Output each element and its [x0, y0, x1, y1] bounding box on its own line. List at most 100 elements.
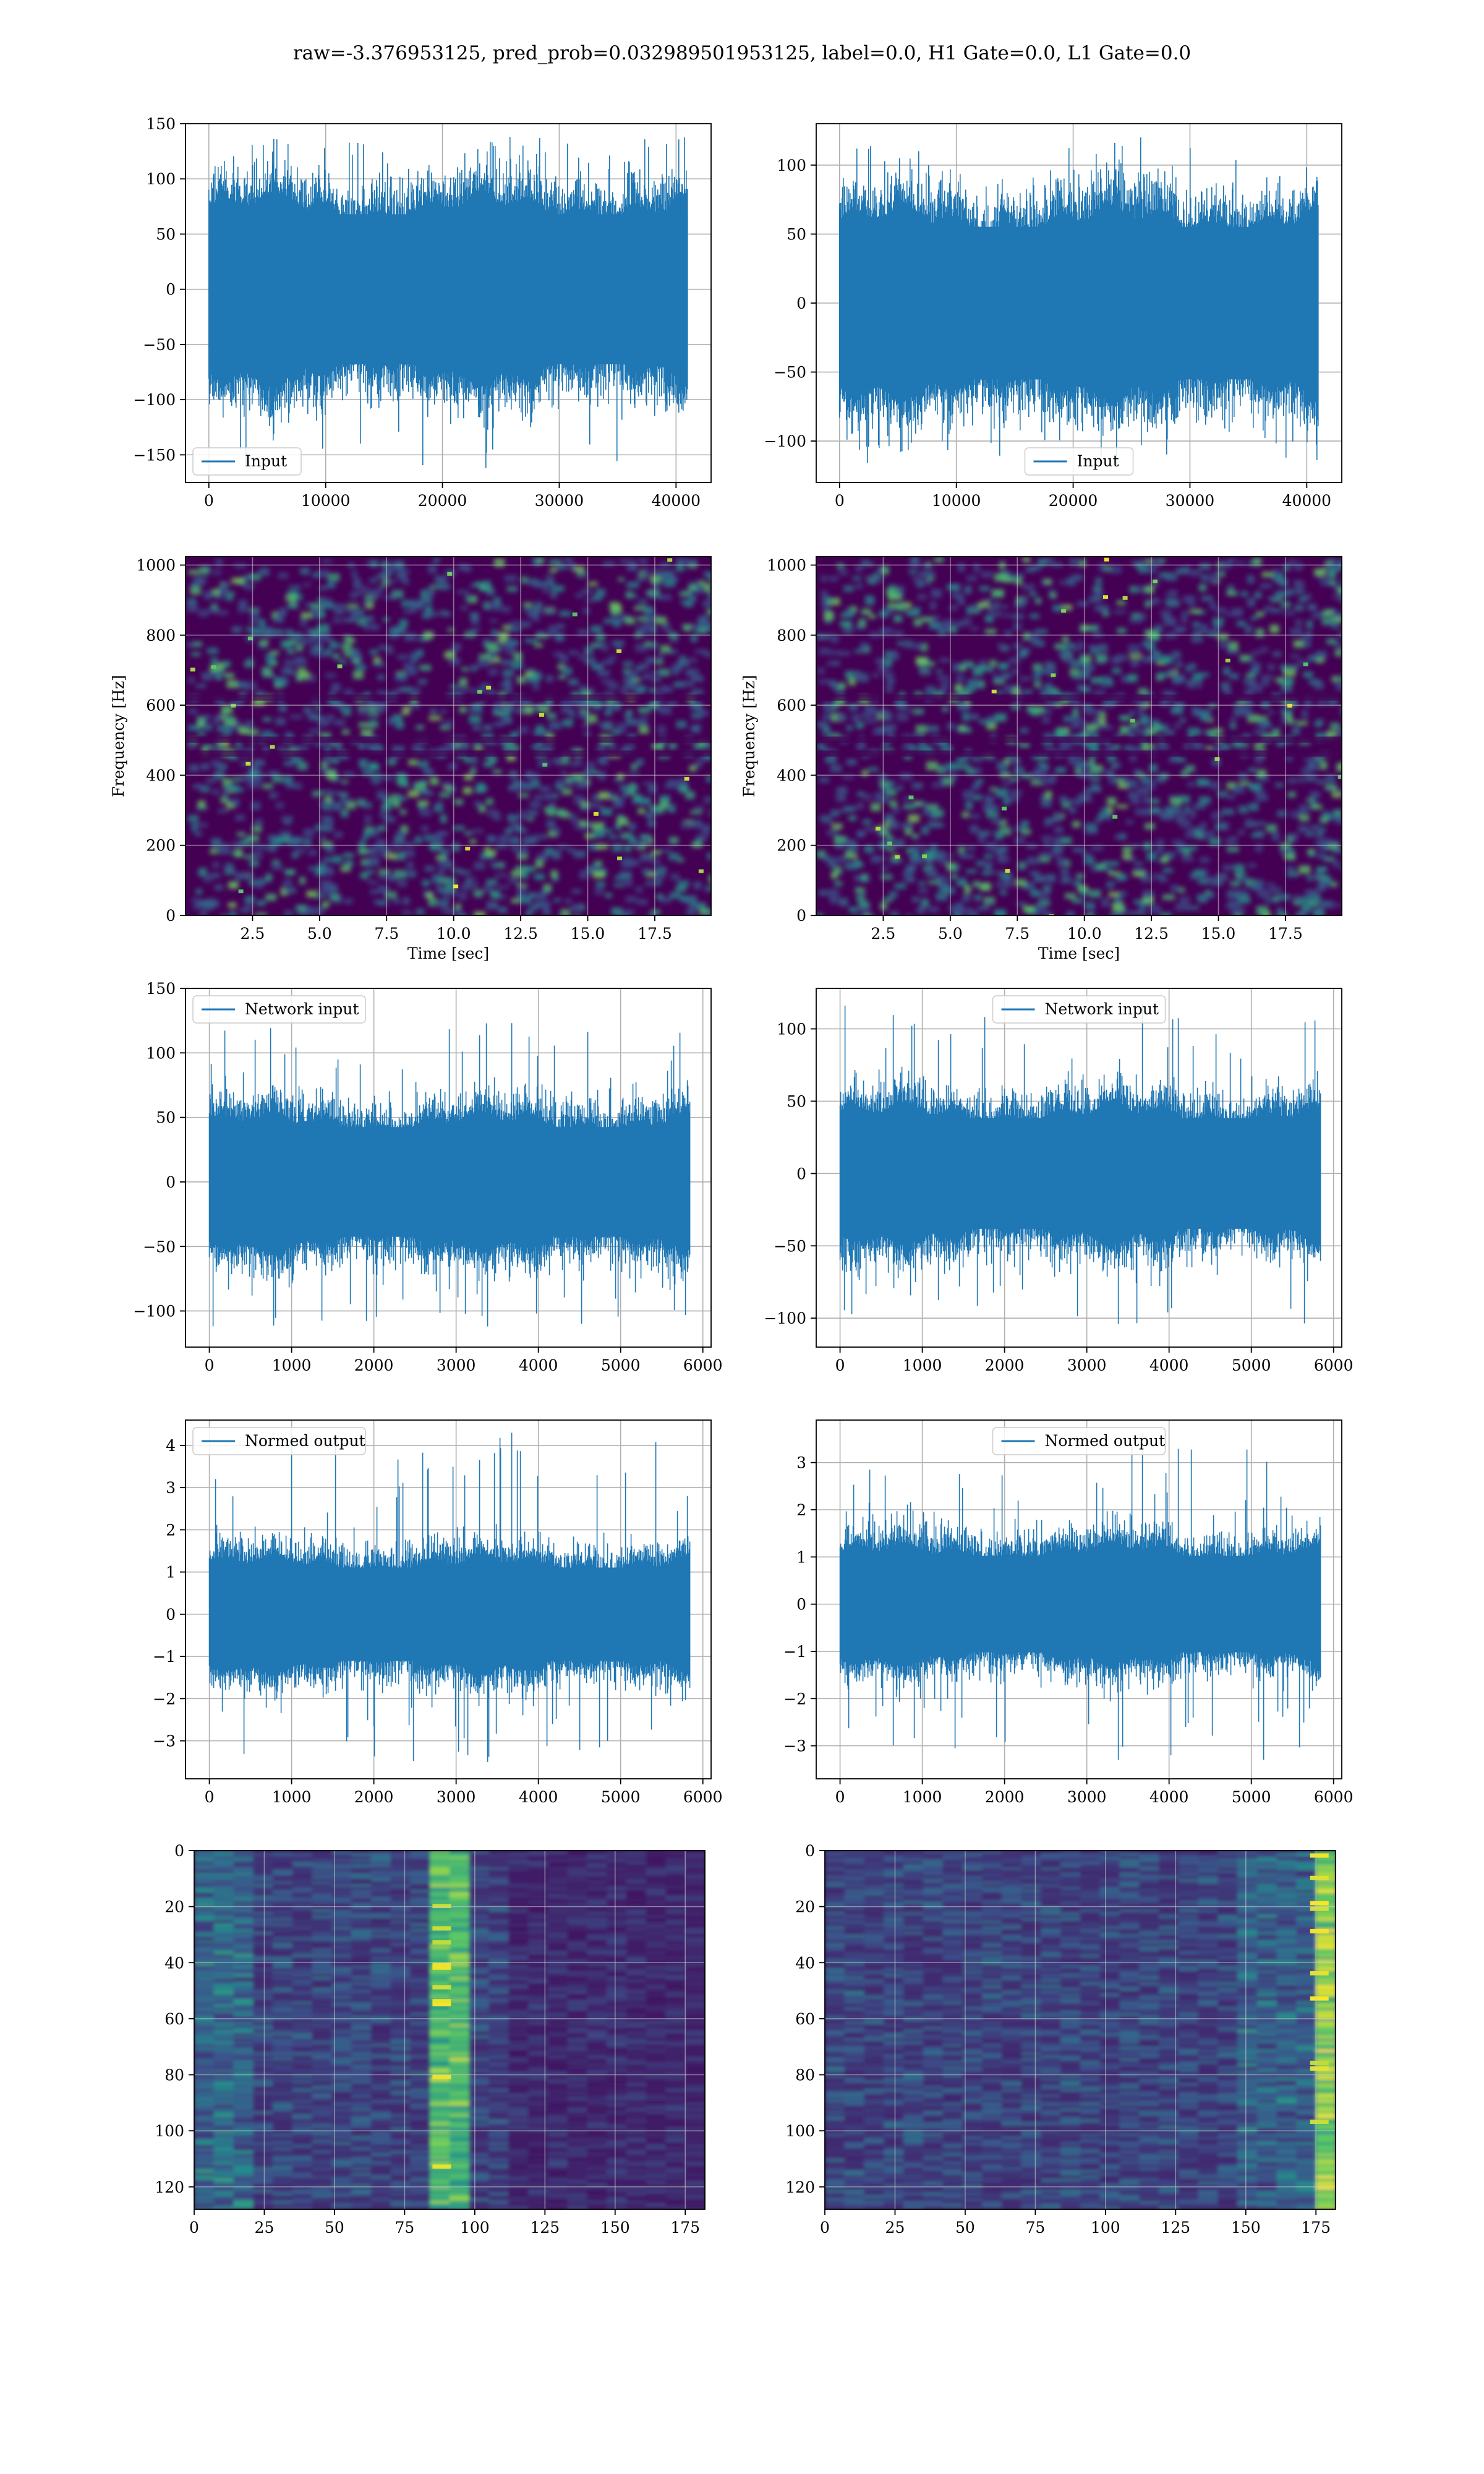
plot-area [825, 1851, 1336, 2209]
y-tick-label: 40 [795, 1954, 815, 1972]
x-tick-label: 50 [955, 2219, 975, 2236]
legend-label: Normed output [245, 1432, 365, 1450]
y-tick-label: 1000 [767, 557, 806, 575]
heatmap-cells [186, 557, 711, 915]
x-tick-label: 10.0 [1067, 925, 1102, 943]
y-tick-label: −50 [143, 1238, 176, 1256]
figure-title: raw=-3.376953125, pred_prob=0.0329895019… [292, 42, 1192, 64]
x-tick-label: 10.0 [437, 925, 471, 943]
legend-label: Input [245, 452, 287, 470]
y-tick-label: 0 [796, 294, 806, 312]
heatmap-cells [816, 557, 1342, 915]
x-tick-label: 30000 [535, 492, 584, 510]
y-tick-label: 2 [166, 1521, 176, 1539]
x-axis-label: Time [sec] [1038, 944, 1120, 962]
series-core [839, 226, 1318, 380]
x-tick-label: 0 [189, 2219, 199, 2236]
x-tick-label: 5000 [1232, 1356, 1271, 1374]
subplot-p11: 2.5 5.0 7.5 10.0 12.5 15.0 17.5 0 200 400 600 800 10… [740, 556, 1342, 962]
x-tick-label: 6000 [683, 1788, 723, 1806]
x-tick-label: 5.0 [307, 925, 332, 943]
x-tick-label: 17.5 [638, 925, 672, 943]
heatmap-cells [825, 1851, 1336, 2209]
x-tick-label: 75 [394, 2219, 414, 2236]
y-tick-label: −150 [133, 446, 176, 464]
y-tick-label: 100 [777, 1020, 806, 1038]
x-tick-label: 150 [1231, 2219, 1261, 2236]
y-tick-label: −50 [774, 1237, 806, 1255]
x-tick-label: 1000 [903, 1356, 942, 1374]
x-tick-label: 5000 [601, 1356, 641, 1374]
y-tick-label: 0 [166, 1173, 176, 1191]
y-axis-label: Frequency [Hz] [109, 675, 127, 797]
y-tick-label: 200 [146, 837, 176, 855]
y-tick-label: 0 [166, 907, 176, 925]
y-tick-label: 60 [164, 2010, 184, 2028]
y-tick-label: 3 [796, 1454, 806, 1472]
y-tick-label: 50 [156, 225, 176, 243]
legend: Normed output [992, 1427, 1166, 1455]
y-tick-label: 3 [166, 1479, 176, 1497]
plot-area [816, 988, 1342, 1347]
x-tick-label: 20000 [418, 492, 467, 510]
x-tick-label: 40000 [1282, 492, 1332, 510]
y-tick-label: 0 [174, 1842, 184, 1860]
x-tick-label: 0 [204, 492, 214, 510]
subplot-p31: Normed output 0 1000 2000 3000 4000 5000 6000 −3… [783, 1419, 1354, 1806]
y-tick-label: 40 [164, 1954, 184, 1972]
y-tick-label: −50 [143, 336, 176, 354]
x-tick-label: 3000 [1067, 1356, 1107, 1374]
x-tick-label: 20000 [1049, 492, 1098, 510]
legend: Network input [992, 995, 1166, 1024]
x-tick-label: 12.5 [1134, 925, 1169, 943]
legend: Input [192, 447, 302, 476]
series-core [209, 1567, 690, 1661]
plot-area [186, 1420, 711, 1779]
x-tick-label: 15.0 [1201, 925, 1236, 943]
y-tick-label: 20 [795, 1898, 815, 1916]
x-tick-label: 0 [205, 1356, 215, 1374]
y-tick-label: 120 [785, 2178, 815, 2196]
x-tick-label: 0 [820, 2219, 830, 2236]
x-tick-label: 7.5 [374, 925, 399, 943]
y-tick-label: 80 [795, 2066, 815, 2084]
x-tick-label: 25 [255, 2219, 275, 2236]
axes-frame [185, 123, 712, 483]
axes-frame [185, 988, 712, 1348]
x-tick-label: 50 [325, 2219, 344, 2236]
y-tick-label: 0 [166, 1606, 176, 1624]
plot-area [816, 557, 1342, 915]
x-tick-label: 10000 [301, 492, 351, 510]
y-tick-label: −1 [783, 1643, 806, 1661]
x-tick-label: 10000 [932, 492, 981, 510]
y-tick-label: 50 [156, 1109, 176, 1127]
subplot-p10: 2.5 5.0 7.5 10.0 12.5 15.0 17.5 0 200 400 600 800 10… [109, 556, 712, 962]
x-tick-label: 3000 [437, 1788, 476, 1806]
x-tick-label: 5000 [1232, 1788, 1271, 1806]
x-tick-label: 17.5 [1268, 925, 1303, 943]
legend: Network input [192, 995, 366, 1024]
y-tick-label: 0 [796, 1165, 806, 1183]
heatmap-cells [194, 1851, 705, 2209]
y-tick-label: 120 [155, 2178, 184, 2196]
y-tick-label: 800 [146, 627, 176, 644]
x-tick-label: 5.0 [938, 925, 963, 943]
axes-frame [816, 1419, 1342, 1779]
y-tick-label: 400 [777, 766, 806, 784]
x-tick-label: 1000 [272, 1356, 312, 1374]
x-tick-label: 6000 [1314, 1356, 1354, 1374]
y-tick-label: 2 [796, 1501, 806, 1519]
x-tick-label: 0 [835, 1788, 845, 1806]
x-tick-label: 1000 [903, 1788, 942, 1806]
x-tick-label: 5000 [601, 1788, 641, 1806]
y-tick-label: 100 [146, 170, 176, 188]
x-tick-label: 175 [1301, 2219, 1331, 2236]
subplot-p30: Normed output 0 1000 2000 3000 4000 5000 6000 −3… [153, 1419, 723, 1806]
legend: Normed output [192, 1427, 366, 1455]
legend-label: Normed output [1045, 1432, 1166, 1450]
plot-area [194, 1851, 705, 2209]
x-tick-label: 100 [1091, 2219, 1120, 2236]
x-tick-label: 3000 [1067, 1788, 1107, 1806]
y-tick-label: 100 [146, 1044, 176, 1062]
